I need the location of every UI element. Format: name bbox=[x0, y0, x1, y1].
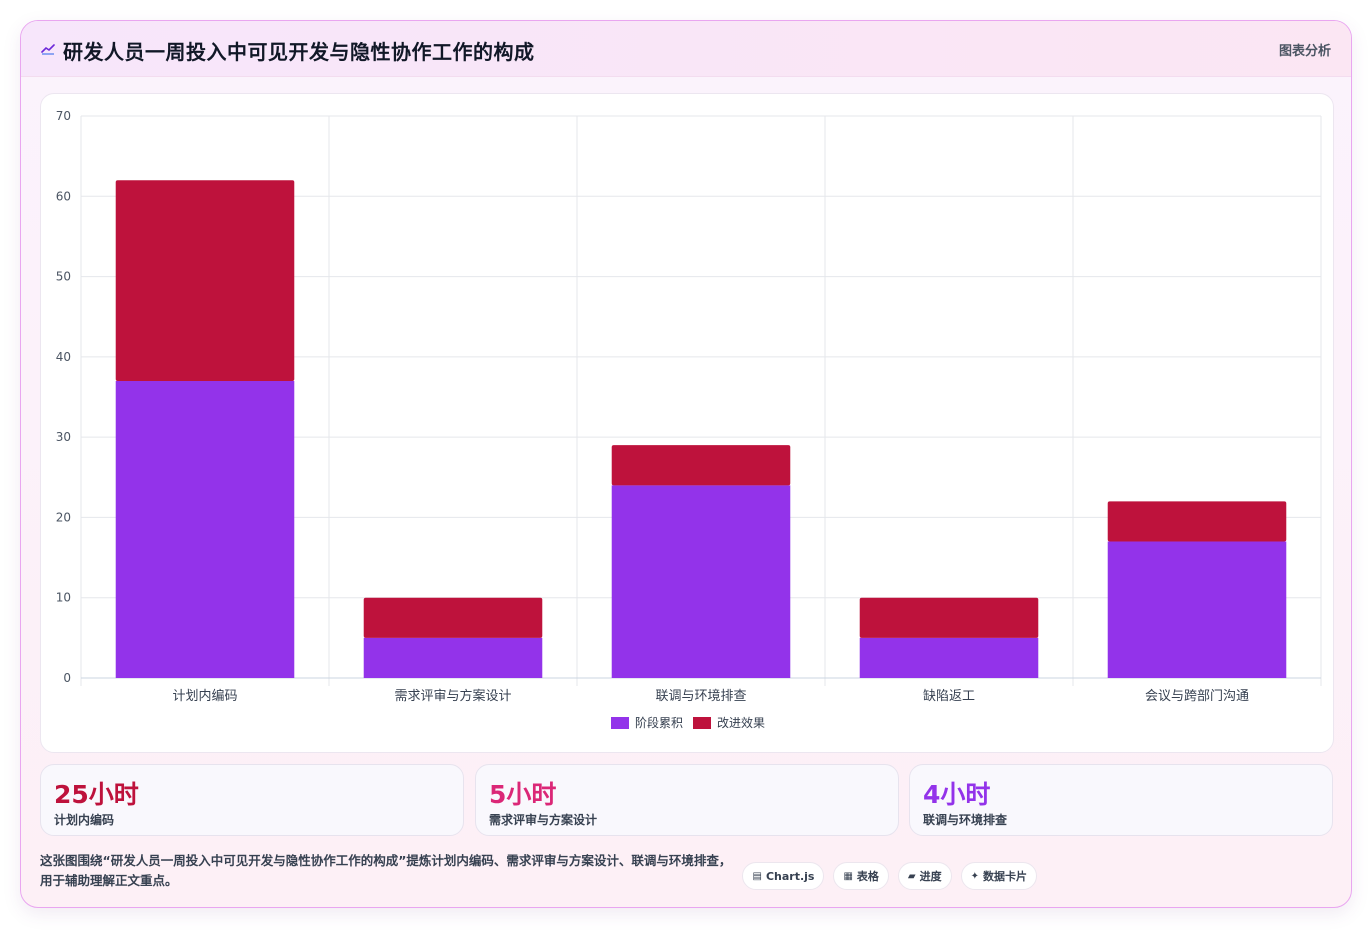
bar-segment bbox=[1107, 501, 1287, 542]
stacked-bar-chart: 0 10 20 30 40 50 60 70 计划内编码 需求评审与方案设计 联调与环境排查 缺陷返工… bbox=[56, 109, 1322, 730]
button-label: 数据卡片 bbox=[983, 870, 1027, 883]
stat-card-2: 5小时 需求评审与方案设计 bbox=[475, 764, 899, 836]
chart-card: 0 10 20 30 40 50 60 70 计划内编码 需求评审与方案设计 联调与环境排查 缺陷返工… bbox=[40, 93, 1334, 753]
panel-header: 研发人员一周投入中可见开发与隐性协作工作的构成 图表分析 bbox=[21, 21, 1351, 77]
y-tick-label: 30 bbox=[56, 430, 71, 444]
button-label: Chart.js bbox=[765, 869, 815, 883]
legend-swatch bbox=[611, 717, 629, 729]
x-tick-label: 联调与环境排查 bbox=[655, 689, 746, 704]
bar-segment bbox=[611, 445, 791, 486]
chart-icon: ▤ bbox=[752, 870, 762, 882]
x-tick-label: 需求评审与方案设计 bbox=[394, 688, 511, 704]
button-label: 进度 bbox=[919, 870, 942, 883]
stat-value: 25小时 bbox=[54, 780, 139, 809]
table-icon: ▦ bbox=[843, 870, 853, 882]
stat-value: 4小时 bbox=[923, 780, 991, 809]
x-tick-label: 会议与跨部门沟通 bbox=[1145, 689, 1249, 704]
stat-card-1: 25小时 计划内编码 bbox=[40, 764, 464, 836]
x-tick-label: 计划内编码 bbox=[172, 688, 237, 704]
stat-value: 5小时 bbox=[489, 780, 557, 809]
trend-line-icon bbox=[41, 44, 55, 55]
chartjs-button[interactable]: ▤ Chart.js bbox=[742, 862, 825, 890]
stat-label: 计划内编码 bbox=[54, 813, 115, 827]
progress-button[interactable]: ▰ 进度 bbox=[897, 862, 952, 890]
x-tick-label: 缺陷返工 bbox=[923, 689, 975, 704]
y-tick-label: 10 bbox=[56, 591, 71, 605]
y-tick-label: 50 bbox=[56, 270, 71, 284]
legend-swatch bbox=[693, 717, 711, 729]
button-label: 表格 bbox=[856, 870, 879, 883]
bar-segment bbox=[611, 485, 791, 678]
y-tick-label: 40 bbox=[56, 350, 71, 364]
bar-segment bbox=[363, 637, 543, 678]
chart-footnote: 这张图围绕“研发人员一周投入中可见开发与隐性协作工作的构成”提炼计划内编码、需求… bbox=[40, 853, 732, 888]
stat-label: 需求评审与方案设计 bbox=[489, 813, 598, 827]
bar-segment bbox=[859, 637, 1039, 678]
y-tick-label: 20 bbox=[56, 510, 71, 524]
progress-icon: ▰ bbox=[907, 870, 916, 882]
stat-card-3: 4小时 联调与环境排查 bbox=[909, 764, 1333, 836]
sparkle-icon: ✦ bbox=[970, 870, 979, 882]
bar-segment bbox=[1107, 541, 1287, 678]
data-card-button[interactable]: ✦ 数据卡片 bbox=[960, 862, 1037, 890]
chart-panel: 研发人员一周投入中可见开发与隐性协作工作的构成 图表分析 0 10 20 30 40 50… bbox=[20, 20, 1352, 908]
bar-segment bbox=[859, 597, 1039, 638]
y-tick-label: 0 bbox=[63, 671, 71, 685]
y-tick-label: 70 bbox=[56, 109, 71, 123]
bar-segment bbox=[115, 180, 295, 381]
view-switcher: ▤ Chart.js ▦ 表格 ▰ 进度 ✦ 数据卡片 bbox=[742, 862, 1037, 890]
stat-label: 联调与环境排查 bbox=[923, 813, 1008, 827]
legend-label: 阶段累积 bbox=[635, 715, 683, 730]
y-tick-label: 60 bbox=[56, 189, 71, 203]
table-button[interactable]: ▦ 表格 bbox=[833, 862, 889, 890]
legend-label: 改进效果 bbox=[717, 715, 765, 730]
bar-segment bbox=[115, 380, 295, 678]
bar-segment bbox=[363, 597, 543, 638]
chart-analysis-tag[interactable]: 图表分析 bbox=[1278, 44, 1331, 59]
page-title: 研发人员一周投入中可见开发与隐性协作工作的构成 bbox=[63, 40, 535, 64]
